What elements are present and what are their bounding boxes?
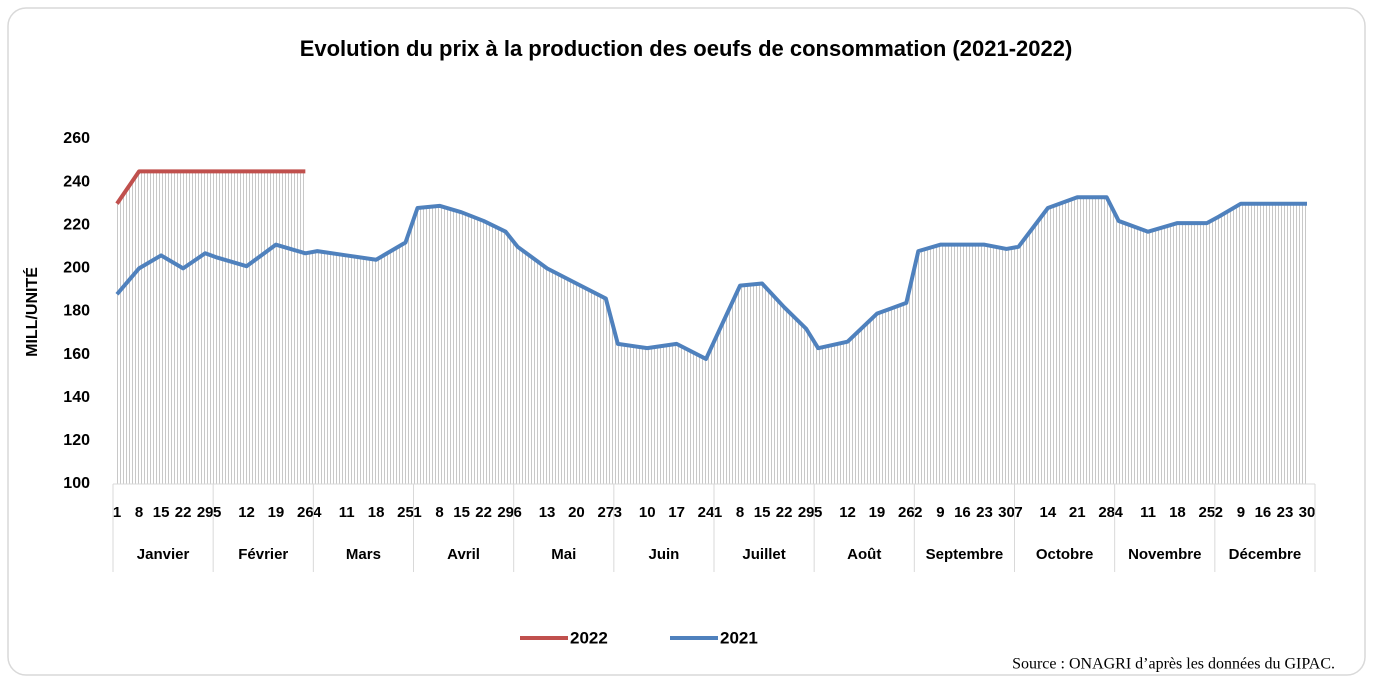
legend-label: 2022 — [570, 628, 608, 647]
x-tick-label: 13 — [539, 504, 556, 521]
y-tick-label: 180 — [63, 303, 90, 320]
legend-label: 2021 — [720, 628, 758, 647]
x-tick-label: 15 — [754, 504, 771, 521]
x-tick-label: 29 — [197, 504, 214, 521]
x-tick-label: 18 — [1169, 504, 1186, 521]
x-tick-label: 8 — [736, 504, 744, 521]
x-tick-label: 2 — [914, 504, 922, 521]
x-tick-label: 26 — [297, 504, 314, 521]
x-tick-label: 25 — [1198, 504, 1215, 521]
x-tick-label: 9 — [1237, 504, 1245, 521]
x-tick-label: 14 — [1040, 504, 1057, 521]
x-tick-label: 22 — [475, 504, 492, 521]
y-tick-label: 160 — [63, 346, 90, 363]
series-line — [115, 195, 1307, 361]
x-tick-label: 12 — [238, 504, 255, 521]
x-tick-label: 30 — [1299, 504, 1316, 521]
x-tick-label: 15 — [453, 504, 470, 521]
x-tick-label: 28 — [1098, 504, 1115, 521]
x-tick-label: 9 — [936, 504, 944, 521]
x-tick-label: 18 — [368, 504, 385, 521]
month-label: Avril — [447, 546, 480, 563]
y-tick-label: 140 — [63, 389, 90, 406]
x-tick-label: 24 — [698, 504, 715, 521]
x-tick-label: 2 — [1215, 504, 1223, 521]
x-tick-label: 8 — [435, 504, 443, 521]
month-label: Mars — [346, 546, 381, 563]
source-note: Source : ONAGRI d’après les données du G… — [1012, 656, 1335, 673]
x-tick-label: 26 — [898, 504, 915, 521]
x-tick-label: 1 — [413, 504, 421, 521]
x-tick-label: 11 — [1140, 504, 1156, 521]
month-label: Octobre — [1036, 546, 1094, 563]
y-tick-label: 220 — [63, 216, 90, 233]
month-label: Janvier — [137, 546, 190, 563]
x-tick-label: 3 — [614, 504, 622, 521]
y-axis-label: MILL/UNITÉ — [22, 267, 41, 357]
y-tick-label: 200 — [63, 260, 90, 277]
x-tick-label: 10 — [639, 504, 656, 521]
x-tick-label: 5 — [213, 504, 221, 521]
month-label: Février — [238, 546, 288, 563]
y-tick-label: 240 — [63, 173, 90, 190]
x-tick-label: 4 — [313, 504, 322, 521]
x-tick-label: 27 — [597, 504, 614, 521]
chart-title: Evolution du prix à la production des oe… — [300, 36, 1073, 61]
x-tick-label: 20 — [568, 504, 585, 521]
x-tick-label: 21 — [1069, 504, 1086, 521]
x-tick-label: 23 — [1277, 504, 1294, 521]
x-tick-label: 6 — [513, 504, 521, 521]
y-tick-label: 120 — [63, 432, 90, 449]
x-tick-label: 11 — [339, 504, 355, 521]
x-tick-label: 29 — [497, 504, 514, 521]
x-tick-label: 22 — [175, 504, 192, 521]
x-tick-label: 16 — [1255, 504, 1272, 521]
x-tick-label: 23 — [976, 504, 993, 521]
chart-frame — [7, 7, 1366, 676]
x-tick-label: 4 — [1114, 504, 1123, 521]
month-label: Septembre — [926, 546, 1004, 563]
x-tick-label: 1 — [714, 504, 722, 521]
x-tick-label: 19 — [268, 504, 285, 521]
x-tick-label: 17 — [668, 504, 685, 521]
drop-area — [117, 197, 1307, 484]
x-tick-label: 25 — [397, 504, 414, 521]
month-label: Mai — [551, 546, 576, 563]
x-tick-label: 1 — [113, 504, 121, 521]
month-label: Novembre — [1128, 546, 1201, 563]
x-tick-label: 29 — [798, 504, 815, 521]
month-label: Août — [847, 546, 881, 563]
month-label: Juillet — [742, 546, 785, 563]
x-tick-label: 30 — [998, 504, 1015, 521]
x-tick-label: 7 — [1014, 504, 1022, 521]
series-line — [115, 169, 306, 205]
month-label: Juin — [648, 546, 679, 563]
x-tick-label: 5 — [814, 504, 822, 521]
month-label: Décembre — [1229, 546, 1302, 563]
x-tick-label: 15 — [153, 504, 170, 521]
x-tick-label: 8 — [135, 504, 143, 521]
x-tick-label: 19 — [869, 504, 886, 521]
x-tick-label: 16 — [954, 504, 971, 521]
x-tick-label: 22 — [776, 504, 793, 521]
y-tick-label: 260 — [63, 130, 90, 147]
y-tick-label: 100 — [63, 475, 90, 492]
x-tick-label: 12 — [839, 504, 856, 521]
